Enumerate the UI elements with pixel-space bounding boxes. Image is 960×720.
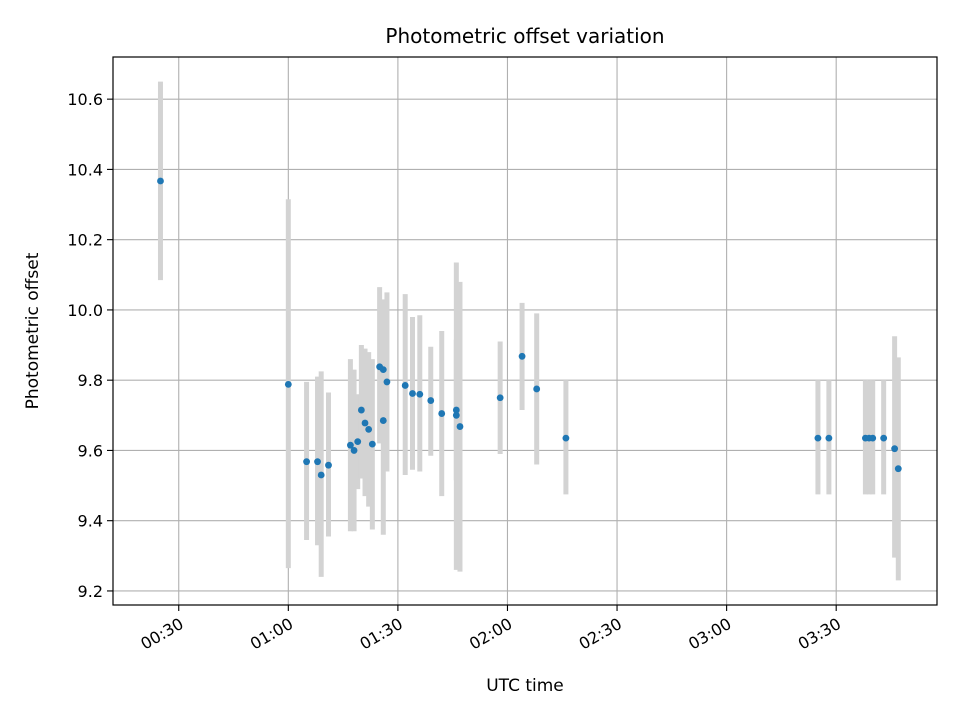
data-point — [452, 406, 460, 414]
data-point — [347, 441, 354, 449]
data-point — [814, 434, 822, 442]
data-point — [880, 434, 888, 442]
data-point — [357, 406, 365, 414]
y-tick-label: 9.8 — [78, 371, 103, 390]
data-point — [409, 390, 416, 397]
data-point — [314, 458, 321, 466]
y-tick-label: 9.4 — [78, 512, 103, 531]
data-point — [452, 411, 460, 419]
y-axis-ticks: 9.2 9.4 9.6 9.8 10.0 10.2 10.4 10.6 — [67, 90, 113, 601]
data-point — [361, 419, 369, 427]
data-point — [354, 438, 362, 446]
data-point — [379, 366, 387, 374]
data-point — [379, 417, 387, 424]
data-point — [891, 445, 899, 453]
data-points — [157, 177, 902, 479]
data-point — [456, 423, 464, 430]
data-point — [533, 385, 541, 393]
data-point — [562, 434, 570, 442]
data-point — [427, 397, 435, 404]
data-point — [383, 378, 391, 386]
data-point — [350, 447, 358, 454]
y-tick-label: 10.2 — [67, 231, 103, 250]
data-point — [438, 410, 446, 417]
data-point — [368, 440, 376, 448]
y-tick-label: 10.0 — [67, 301, 103, 320]
data-point — [325, 461, 332, 469]
data-point — [157, 177, 164, 185]
y-tick-label: 10.4 — [67, 160, 103, 179]
data-point — [416, 390, 424, 398]
data-point — [401, 382, 409, 389]
data-point — [303, 458, 310, 466]
grid — [113, 57, 937, 605]
y-tick-label: 10.6 — [67, 90, 103, 109]
plot-frame — [112, 56, 938, 606]
data-point — [496, 394, 504, 402]
data-point — [894, 465, 902, 473]
y-axis-label: Photometric offset — [23, 252, 43, 409]
chart-title: Photometric offset variation — [385, 24, 664, 48]
x-axis-label: UTC time — [486, 676, 564, 696]
data-point — [869, 434, 877, 442]
y-tick-label: 9.6 — [78, 441, 103, 460]
data-point — [825, 434, 833, 442]
y-tick-label: 9.2 — [78, 582, 103, 601]
data-point — [284, 380, 292, 388]
data-point — [317, 471, 325, 479]
data-point — [518, 352, 526, 360]
data-point — [365, 425, 373, 433]
